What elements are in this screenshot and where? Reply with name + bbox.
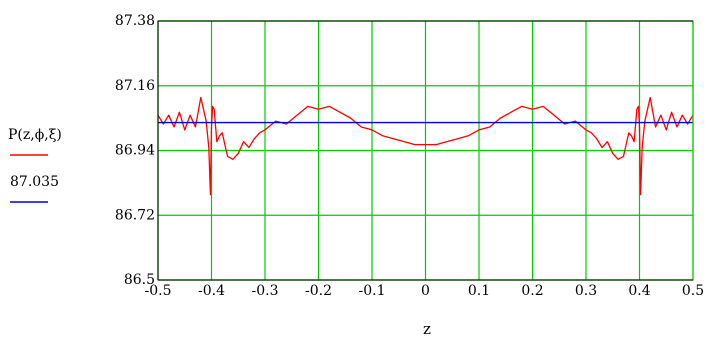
x-tick-label: 0.1	[468, 283, 490, 299]
x-axis: -0.5 -0.4 -0.3 -0.2 -0.1 0 0.1 0.2 0.3 0.4 0.5	[145, 283, 705, 299]
x-tick-label: 0	[421, 283, 430, 299]
x-tick-label: -0.5	[145, 283, 172, 299]
legend-label-series-1: P(z,ϕ,ξ)	[8, 127, 62, 143]
x-axis-title: z	[423, 320, 431, 338]
x-tick-label: 0.4	[628, 283, 650, 299]
x-tick-label: -0.4	[198, 283, 225, 299]
y-tick-label: 86.94	[115, 143, 155, 159]
x-tick-label: -0.3	[252, 283, 279, 299]
y-tick-label: 87.38	[115, 13, 155, 29]
legend-label-series-2: 87.035	[10, 174, 59, 190]
grid	[158, 21, 693, 280]
legend: P(z,ϕ,ξ) 87.035	[8, 127, 62, 202]
x-tick-label: -0.2	[305, 283, 332, 299]
x-tick-label: 0.2	[521, 283, 543, 299]
y-tick-label: 86.72	[115, 207, 155, 223]
x-tick-label: 0.5	[682, 283, 704, 299]
y-tick-label: 87.16	[115, 78, 155, 94]
x-tick-label: 0.3	[575, 283, 597, 299]
x-tick-label: -0.1	[359, 283, 386, 299]
